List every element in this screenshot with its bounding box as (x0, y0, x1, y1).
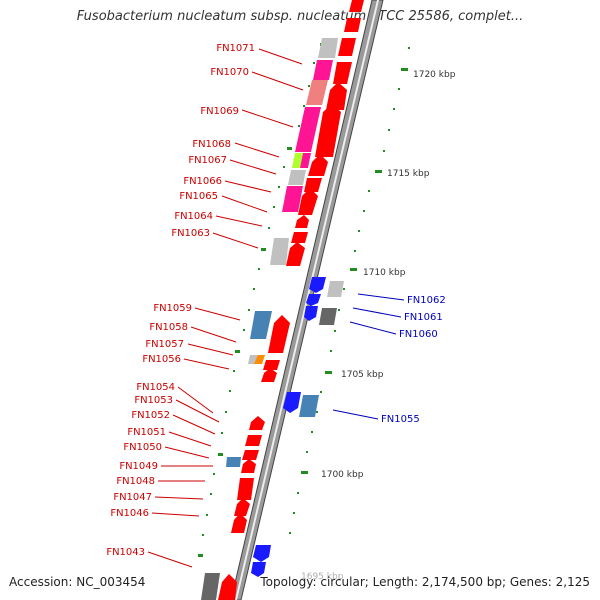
gene-label-fn1051[interactable]: FN1051 (127, 427, 166, 438)
label-connectors-left (147, 48, 304, 568)
gene-label-fn1068[interactable]: FN1068 (192, 139, 231, 150)
major-tick (325, 371, 332, 374)
gene-label-fn1059[interactable]: FN1059 (153, 303, 192, 314)
gene-label-fn1048[interactable]: FN1048 (116, 476, 155, 487)
major-tick (301, 471, 308, 474)
gene-label-fn1054[interactable]: FN1054 (136, 382, 175, 393)
kbp-label: 1700 kbp (321, 470, 364, 480)
kbp-label: 1705 kbp (341, 370, 384, 380)
kbp-label: 1710 kbp (363, 268, 406, 278)
gene-label-fn1066[interactable]: FN1066 (183, 176, 222, 187)
reverse-strand-genes (251, 277, 344, 577)
gene-label-fn1049[interactable]: FN1049 (119, 461, 158, 472)
gene-label-fn1071[interactable]: FN1071 (216, 43, 255, 54)
gene-label-fn1046[interactable]: FN1046 (110, 508, 149, 519)
inner-track-genes (201, 38, 338, 600)
gene-labels-right: FN1062 FN1061 FN1060 FN1055 (381, 295, 446, 425)
label-connectors-right (332, 293, 405, 420)
gene-label-fn1069[interactable]: FN1069 (200, 106, 239, 117)
gene-label-fn1047[interactable]: FN1047 (113, 492, 152, 503)
gene-label-fn1060[interactable]: FN1060 (399, 329, 438, 340)
major-tick (350, 268, 357, 271)
gene-label-fn1067[interactable]: FN1067 (188, 155, 227, 166)
gene-label-fn1063[interactable]: FN1063 (171, 228, 210, 239)
gene-label-fn1064[interactable]: FN1064 (174, 211, 213, 222)
gene-label-fn1070[interactable]: FN1070 (210, 67, 249, 78)
gene-label-fn1052[interactable]: FN1052 (131, 410, 170, 421)
kbp-label: 1720 kbp (413, 70, 456, 80)
outer-forward-genes (218, 0, 364, 600)
major-tick (401, 68, 408, 71)
gene-label-fn1053[interactable]: FN1053 (134, 395, 173, 406)
gene-labels-left: FN1071 FN1070 FN1069 FN1068 FN1067 FN106… (106, 43, 255, 558)
gene-label-fn1062[interactable]: FN1062 (407, 295, 446, 306)
gene-label-fn1057[interactable]: FN1057 (145, 339, 184, 350)
kbp-label: 1695 kbp (301, 572, 344, 582)
accession-text: Accession: NC_003454 (9, 575, 146, 589)
gene-label-fn1043[interactable]: FN1043 (106, 547, 145, 558)
gene-label-fn1055[interactable]: FN1055 (381, 414, 420, 425)
map-title: Fusobacterium nucleatum subsp. nucleatum… (76, 9, 524, 24)
gene-label-fn1056[interactable]: FN1056 (142, 354, 181, 365)
gene-label-fn1050[interactable]: FN1050 (123, 442, 162, 453)
major-tick (375, 170, 382, 173)
genome-summary-text: Topology: circular; Length: 2,174,500 bp… (260, 575, 590, 589)
gene-label-fn1061[interactable]: FN1061 (404, 312, 443, 323)
kbp-label: 1715 kbp (387, 169, 430, 179)
gene-label-fn1058[interactable]: FN1058 (149, 322, 188, 333)
gene-label-fn1065[interactable]: FN1065 (179, 191, 218, 202)
